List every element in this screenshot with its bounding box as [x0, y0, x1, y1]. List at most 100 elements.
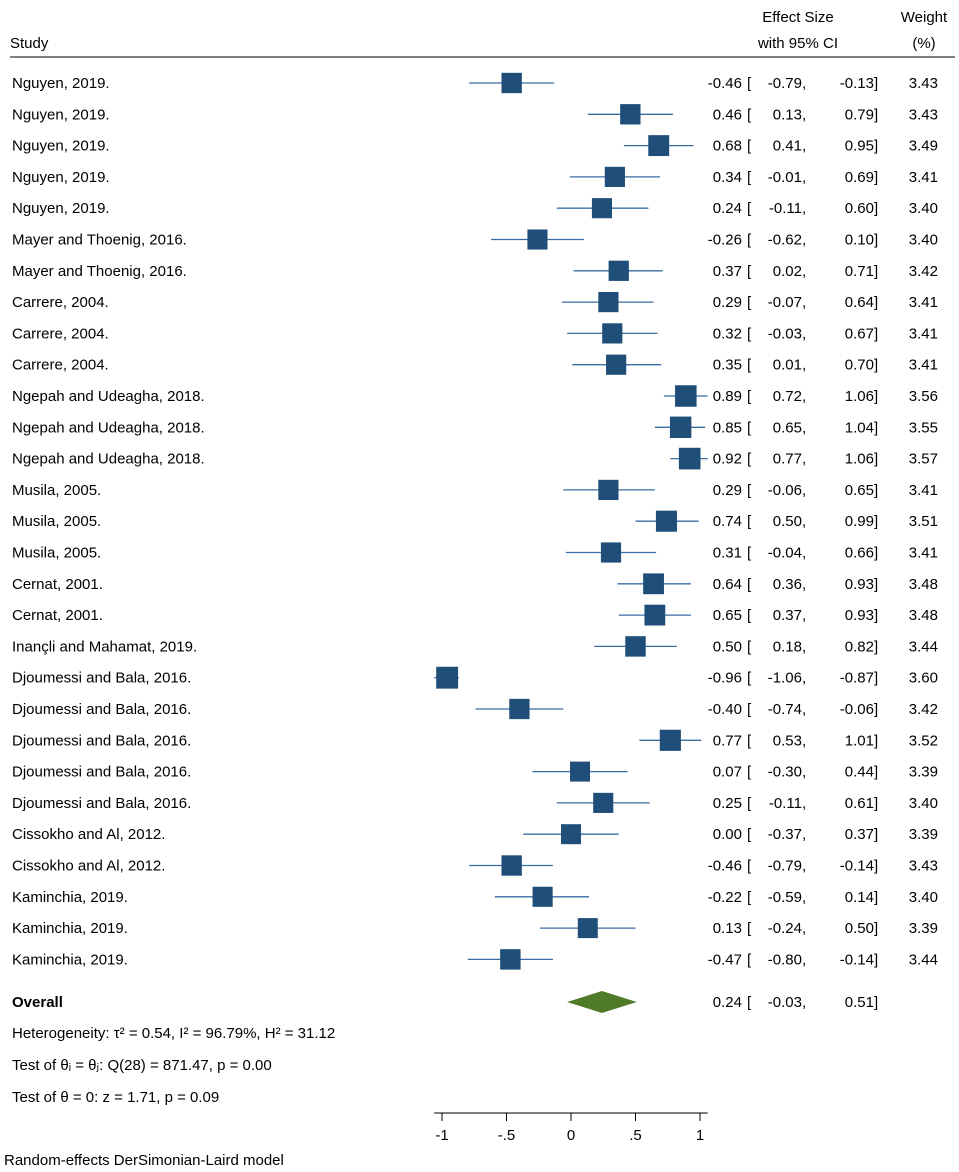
ci-low-value: -1.06 — [768, 670, 802, 687]
study-row: Musila, 2005. 0.29 [-0.06, 0.65] 3.41 — [12, 479, 938, 500]
ci-bracket-open: [ — [747, 826, 752, 843]
ci-low-value: -0.79 — [768, 858, 802, 875]
effect-marker — [593, 792, 614, 813]
ci-bracket-close: ] — [874, 106, 878, 123]
study-column-header: Study — [10, 35, 49, 52]
ci-low-value: 0.72 — [773, 388, 802, 405]
ci-high-value: 0.67 — [845, 325, 874, 342]
study-label: Cissokho and Al, 2012. — [12, 826, 165, 843]
study-label: Djoumessi and Bala, 2016. — [12, 795, 191, 812]
ci-high-value: 0.66 — [845, 545, 874, 562]
overall-bracket-open: [ — [747, 994, 752, 1011]
effect-marker — [436, 666, 459, 689]
ci-bracket-open: [ — [747, 670, 752, 687]
ci-comma: , — [802, 325, 806, 342]
effect-size-value: 0.65 — [713, 607, 742, 624]
study-label: Musila, 2005. — [12, 545, 101, 562]
ci-low-value: -0.04 — [768, 545, 802, 562]
ci-high-value: -0.14 — [840, 858, 874, 875]
effect-size-value: -0.47 — [708, 951, 742, 968]
effect-marker — [669, 416, 692, 439]
study-row: Djoumessi and Bala, 2016. 0.25 [-0.11, 0.61… — [12, 792, 938, 813]
effect-marker — [602, 323, 623, 344]
ci-comma: , — [802, 732, 806, 749]
study-row: Ngepah and Udeagha, 2018. 0.89 [0.72, 1.06]… — [12, 385, 938, 407]
study-rows: Nguyen, 2019. -0.46[-0.79, -0.13] 3.43 Nguye… — [12, 72, 938, 970]
x-tick-label: 0 — [567, 1127, 575, 1144]
overall-es-value: 0.24 — [713, 994, 742, 1011]
weight-value: 3.43 — [909, 858, 938, 875]
effect-marker — [577, 918, 598, 939]
effect-size-value: 0.68 — [713, 138, 742, 155]
study-label: Cernat, 2001. — [12, 576, 103, 593]
ci-low-value: -0.59 — [768, 889, 802, 906]
ci-comma: , — [802, 607, 806, 624]
ci-low-value: 0.01 — [773, 357, 802, 374]
ci-low-value: -0.24 — [768, 920, 802, 937]
weight-value: 3.39 — [909, 826, 938, 843]
ci-bracket-open: [ — [747, 263, 752, 280]
weight-value: 3.40 — [909, 200, 938, 217]
effect-size-value: 0.89 — [713, 388, 742, 405]
study-row: Cissokho and Al, 2012. -0.46 [-0.79, -0.14]… — [12, 855, 938, 876]
effect-marker — [675, 385, 697, 407]
study-label: Nguyen, 2019. — [12, 138, 110, 155]
effect-marker — [500, 949, 521, 970]
weight-value: 3.56 — [909, 388, 938, 405]
weight-value: 3.39 — [909, 920, 938, 937]
ci-bracket-open: [ — [747, 169, 752, 186]
effect-size-header-line1: Effect Size — [762, 9, 833, 26]
study-row: Nguyen, 2019. 0.68 [0.41, 0.95] 3.49 — [12, 135, 938, 157]
study-row: Musila, 2005. 0.74 [0.50, 0.99] 3.51 — [12, 510, 938, 532]
effect-size-value: -0.22 — [708, 889, 742, 906]
study-label: Musila, 2005. — [12, 513, 101, 530]
study-label: Djoumessi and Bala, 2016. — [12, 764, 191, 781]
ci-high-value: -0.14 — [840, 951, 874, 968]
ci-high-value: 0.70 — [845, 357, 874, 374]
weight-value: 3.43 — [909, 75, 938, 92]
effect-marker — [598, 479, 619, 500]
effect-size-header-line2: with 95% CI — [757, 35, 838, 52]
ci-bracket-open: [ — [747, 106, 752, 123]
ci-low-value: 0.41 — [773, 138, 802, 155]
effect-marker — [604, 166, 625, 187]
ci-bracket-close: ] — [874, 545, 878, 562]
ci-bracket-close: ] — [874, 920, 878, 937]
weight-value: 3.41 — [909, 545, 938, 562]
weight-value: 3.41 — [909, 357, 938, 374]
weight-value: 3.40 — [909, 795, 938, 812]
ci-bracket-open: [ — [747, 75, 752, 92]
effect-marker — [655, 510, 677, 532]
study-row: Carrere, 2004. 0.29 [-0.07, 0.64] 3.41 — [12, 292, 938, 313]
ci-comma: , — [802, 357, 806, 374]
ci-bracket-close: ] — [874, 889, 878, 906]
weight-value: 3.43 — [909, 106, 938, 123]
study-row: Nguyen, 2019. -0.46 [-0.79, -0.13] 3.43 — [12, 72, 938, 94]
study-label: Carrere, 2004. — [12, 325, 109, 342]
study-row: Carrere, 2004. 0.35 [0.01, 0.70] 3.41 — [12, 354, 938, 375]
heterogeneity-stat: Heterogeneity: τ² = 0.54, I² = 96.79%, H… — [12, 1025, 335, 1042]
ci-low-value: 0.50 — [773, 513, 802, 530]
study-label: Cissokho and Al, 2012. — [12, 858, 165, 875]
effect-size-value: 0.77 — [713, 732, 742, 749]
effect-size-value: 0.29 — [713, 294, 742, 311]
ci-comma: , — [802, 795, 806, 812]
weight-value: 3.44 — [909, 638, 938, 655]
effect-marker — [606, 354, 627, 375]
ci-bracket-open: [ — [747, 482, 752, 499]
study-row: Cernat, 2001. 0.65 [0.37, 0.93] 3.48 — [12, 604, 938, 626]
study-row: Kaminchia, 2019. -0.22 [-0.59, 0.14] 3.40 — [12, 886, 938, 907]
weight-value: 3.44 — [909, 951, 938, 968]
study-row: Carrere, 2004. 0.32 [-0.03, 0.67] 3.41 — [12, 323, 938, 344]
effect-marker — [600, 542, 622, 563]
ci-bracket-open: [ — [747, 388, 752, 405]
ci-bracket-open: [ — [747, 138, 752, 155]
ci-bracket-open: [ — [747, 607, 752, 624]
ci-bracket-close: ] — [874, 951, 878, 968]
ci-comma: , — [802, 701, 806, 718]
effect-marker — [532, 886, 553, 907]
effect-size-value: 0.24 — [713, 200, 742, 217]
study-label: Carrere, 2004. — [12, 357, 109, 374]
study-label: Ngepah and Udeagha, 2018. — [12, 451, 205, 468]
ci-low-value: -0.74 — [768, 701, 802, 718]
